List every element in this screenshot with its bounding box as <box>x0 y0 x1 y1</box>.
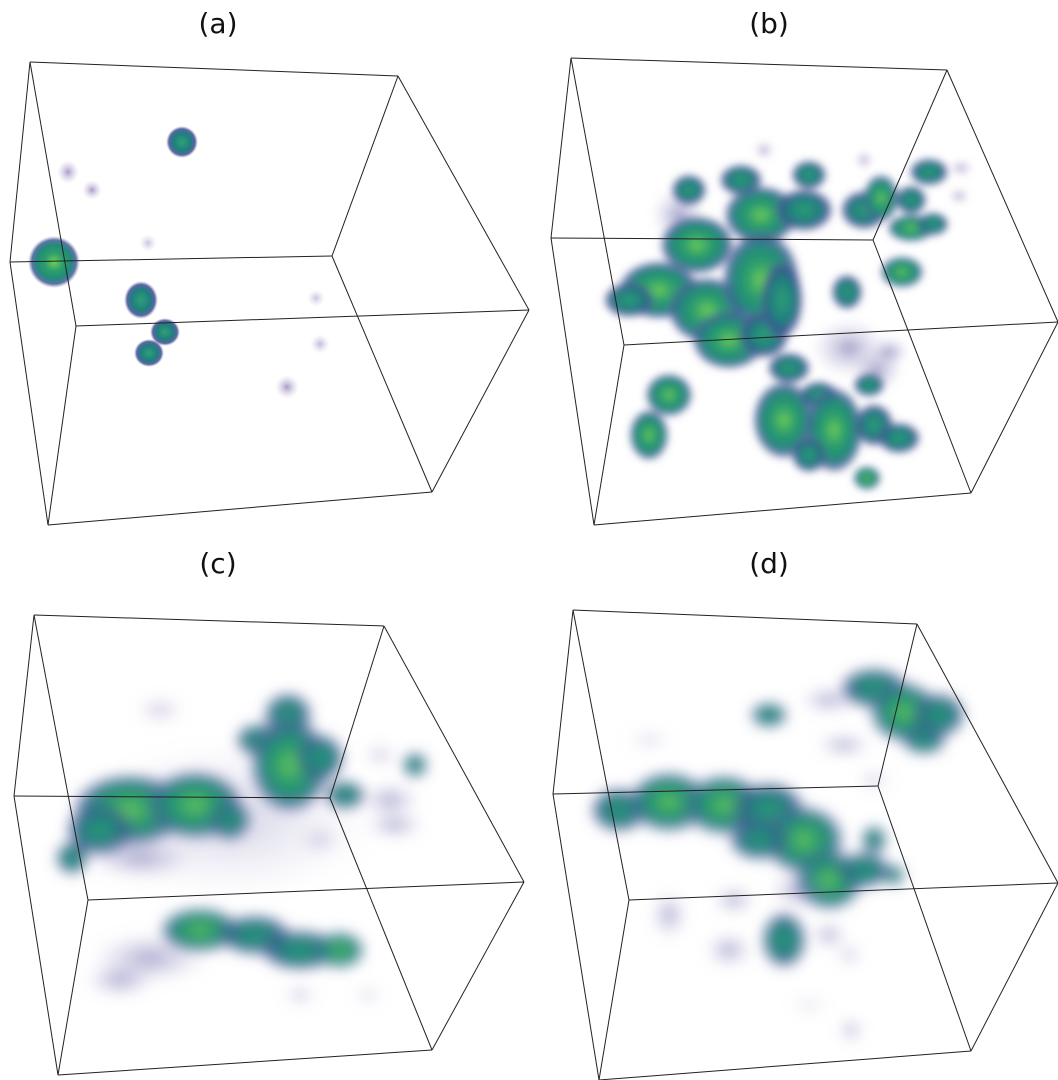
panel-label-b: (b) <box>749 7 789 40</box>
density-blob <box>362 743 398 767</box>
density-blobs-b <box>603 141 973 490</box>
density-blob <box>913 693 965 737</box>
density-blob <box>56 842 88 874</box>
bounding-box-a <box>9 61 530 526</box>
density-blob <box>791 437 827 473</box>
blob <box>82 180 102 200</box>
density-blob <box>869 336 909 368</box>
density-blob <box>210 800 250 840</box>
density-blob <box>949 188 969 204</box>
density-blob <box>316 932 364 968</box>
density-blob <box>729 820 789 860</box>
density-blob <box>839 1018 863 1042</box>
density-blob <box>877 422 921 454</box>
density-blob <box>909 158 949 186</box>
panel-d: (d) <box>529 540 1058 1080</box>
density-blob <box>645 373 693 417</box>
density-blob <box>260 930 340 970</box>
blob <box>166 126 198 158</box>
density-blob <box>880 256 924 288</box>
density-blob <box>856 768 892 792</box>
blob <box>134 339 164 367</box>
density-blob <box>855 151 873 169</box>
density-blob <box>659 215 735 275</box>
blob <box>57 160 79 184</box>
density-blob <box>712 886 756 914</box>
density-blob <box>762 912 806 968</box>
density-blobs-d <box>591 668 965 1042</box>
volume-render-a <box>9 61 530 526</box>
density-blob <box>296 734 344 782</box>
panel-label-d: (d) <box>749 547 789 580</box>
density-blob <box>831 274 863 310</box>
density-blob <box>949 160 973 176</box>
density-blobs-a <box>28 126 330 399</box>
panel-label-c: (c) <box>199 547 237 580</box>
panel-label-a: (a) <box>198 7 238 40</box>
density-blob <box>629 409 669 461</box>
density-blob <box>403 753 427 777</box>
density-blob <box>160 908 240 952</box>
density-blob <box>300 826 340 854</box>
density-blob <box>835 943 863 967</box>
density-blob <box>769 870 829 910</box>
blob <box>124 281 158 319</box>
panel-b: (b) <box>529 0 1058 540</box>
density-blob <box>917 212 949 236</box>
density-blob <box>84 836 196 880</box>
density-blob <box>767 352 811 384</box>
density-blob <box>862 826 886 854</box>
panel-c: (c) <box>0 540 529 1080</box>
density-blob <box>884 865 904 885</box>
density-blob <box>284 983 316 1007</box>
volume-render-c <box>13 614 525 1076</box>
density-blob <box>325 781 365 809</box>
blob <box>150 318 180 346</box>
volume-render-b <box>550 57 1058 526</box>
density-blob <box>811 921 847 949</box>
blob <box>310 334 330 354</box>
density-blob <box>789 997 829 1013</box>
density-blob <box>853 466 881 490</box>
density-blob <box>651 891 687 939</box>
density-blob <box>625 730 673 750</box>
panel-a: (a) <box>0 0 530 540</box>
density-blob <box>754 141 774 159</box>
density-blob <box>902 726 946 754</box>
density-blob <box>863 174 899 222</box>
density-blob <box>751 703 787 727</box>
density-blob <box>791 160 827 190</box>
bounding-box-c <box>13 614 525 1076</box>
density-blob <box>84 962 156 998</box>
bounding-box-d <box>552 609 1058 1080</box>
blob <box>139 234 157 252</box>
density-blob <box>853 373 885 397</box>
density-blob <box>895 185 927 215</box>
blob <box>275 375 299 399</box>
blob <box>307 289 325 307</box>
density-blob <box>838 852 890 888</box>
bounding-box-b <box>550 57 1058 526</box>
density-blobs-c <box>56 693 427 1007</box>
density-blob <box>760 260 804 340</box>
density-blob <box>671 174 707 206</box>
volume-render-d <box>552 609 1058 1080</box>
density-blob <box>603 282 655 318</box>
density-blob <box>356 985 380 1005</box>
density-blob <box>774 188 834 232</box>
density-blob <box>705 932 753 968</box>
density-blob <box>816 733 872 757</box>
density-blob <box>136 696 184 724</box>
density-blob <box>365 811 425 839</box>
density-blob <box>360 782 420 818</box>
